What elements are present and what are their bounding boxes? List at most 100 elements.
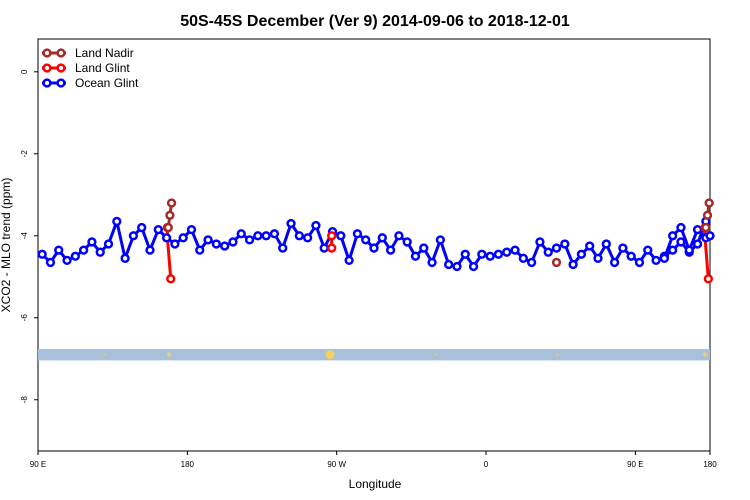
x-axis-label: Longitude: [349, 477, 402, 491]
land-nadir-seg0-point-1: [165, 210, 175, 220]
land-nadir-seg0-point-2: [163, 222, 173, 233]
land-glint-seg1-point-0: [327, 243, 337, 253]
ocean-glint-point-25: [244, 235, 255, 245]
ocean-glint-point-76: [668, 245, 678, 255]
ocean-glint-point-15: [161, 233, 172, 243]
ocean-glint-point-71: [626, 251, 636, 261]
ocean-glint-point-79: [692, 239, 703, 249]
y-tick-label-2: -4: [20, 232, 29, 240]
ocean-glint-wrap-point-4: [692, 224, 703, 235]
ocean-glint-point-66: [585, 241, 595, 251]
ocean-glint-point-72: [634, 257, 645, 268]
legend-marker-left-2: [42, 78, 52, 88]
ocean-glint-point-24: [236, 229, 246, 239]
ocean-glint-point-30: [286, 218, 296, 229]
land-nadir-seg1-point-2: [701, 222, 711, 233]
ocean-glint-point-26: [253, 231, 263, 241]
ocean-glint-point-44: [402, 237, 412, 247]
ocean-glint-point-22: [220, 241, 230, 251]
land-glint-seg0-point-1: [166, 274, 176, 284]
ocean-glint-point-77: [676, 237, 686, 247]
ocean-glint-point-57: [510, 245, 520, 255]
ocean-glint-point-74: [651, 255, 661, 266]
legend-label-0: Land Nadir: [75, 46, 134, 60]
ocean-glint-point-65: [576, 249, 587, 259]
ocean-glint-point-68: [601, 239, 611, 249]
y-axis-label: XCO2 - MLO trend (ppm): [0, 178, 13, 313]
ocean-glint-point-7: [95, 247, 105, 257]
ocean-glint-point-1: [45, 257, 56, 268]
ocean-glint-point-67: [593, 253, 603, 263]
ocean-glint-point-17: [178, 233, 188, 243]
x-tick-label-1: 180: [181, 460, 195, 469]
ocean-glint-point-55: [493, 249, 504, 259]
ocean-glint-point-60: [535, 237, 545, 247]
ocean-glint-point-36: [336, 231, 346, 241]
legend-marker-right-1: [56, 63, 66, 73]
y-tick-label-0: 0: [20, 69, 29, 74]
land-glint-seg1-point-1: [327, 231, 337, 241]
ocean-glint-point-31: [294, 231, 304, 241]
ocean-glint-point-49: [444, 259, 454, 270]
ocean-glint-point-63: [560, 239, 570, 249]
ocean-glint-point-11: [128, 231, 139, 241]
ocean-glint-point-73: [643, 245, 653, 255]
ocean-glint-point-34: [319, 243, 329, 253]
ocean-glint-point-16: [170, 239, 180, 249]
ocean-glint-wrap-point-1: [668, 231, 678, 241]
ocean-glint-point-37: [344, 255, 354, 266]
ocean-glint-point-6: [87, 237, 97, 247]
ocean-glint-point-21: [211, 239, 222, 249]
ocean-glint-point-47: [427, 257, 437, 268]
ocean-glint-point-40: [369, 243, 379, 253]
coverage-band-layer: [38, 348, 710, 361]
coverage-band: [38, 348, 710, 361]
series-layer: [37, 198, 715, 284]
ocean-glint-point-19: [195, 245, 205, 255]
chart-title: 50S-45S December (Ver 9) 2014-09-06 to 2…: [180, 13, 570, 30]
ocean-glint-point-3: [62, 255, 72, 266]
ocean-glint-wrap-point-2: [676, 222, 686, 233]
ocean-glint-point-64: [568, 259, 578, 270]
axis-ticks: 90 E 180 90 W 0 90 E 180 0 -2 -4 -6 -8: [20, 69, 717, 469]
band-marker-4: [556, 353, 559, 356]
ocean-glint-point-10: [120, 253, 130, 263]
y-tick-label-3: -6: [20, 314, 29, 322]
band-marker-2: [103, 353, 106, 356]
ocean-glint-point-18: [186, 224, 197, 235]
ocean-glint-point-50: [452, 261, 462, 272]
ocean-glint-point-69: [609, 257, 620, 268]
land-nadir-seg2-point-0: [551, 257, 562, 268]
ocean-glint-point-20: [203, 235, 213, 245]
ocean-glint-point-14: [153, 224, 163, 235]
band-marker-1: [325, 350, 335, 360]
ocean-glint-wrap-point-6: [705, 231, 715, 241]
legend-label-2: Ocean Glint: [75, 76, 139, 90]
x-tick-label-3: 0: [484, 460, 489, 469]
ocean-glint-point-56: [502, 247, 512, 257]
y-tick-label-4: -8: [20, 396, 29, 404]
ocean-glint-point-58: [518, 253, 528, 263]
land-glint-seg2-point-1: [703, 274, 713, 284]
ocean-glint-point-41: [377, 233, 387, 243]
ocean-glint-point-12: [137, 222, 147, 233]
legend-marker-left-1: [42, 63, 52, 73]
band-marker-5: [703, 352, 708, 357]
ocean-glint-point-51: [460, 249, 470, 259]
x-tick-label-4: 90 E: [627, 460, 643, 469]
ocean-glint-point-70: [618, 243, 628, 253]
band-marker-0: [167, 352, 172, 357]
ocean-glint-point-61: [543, 247, 553, 257]
legend-marker-right-0: [56, 48, 66, 58]
ocean-glint-point-62: [551, 243, 562, 253]
ocean-glint-point-0: [37, 249, 47, 259]
ocean-glint-wrap-point-0: [659, 253, 670, 263]
ocean-glint-point-9: [112, 216, 122, 227]
ocean-glint-point-27: [261, 231, 271, 241]
ocean-glint-wrap-point-3: [684, 245, 694, 255]
ocean-glint-point-32: [302, 233, 313, 243]
ocean-glint-point-45: [410, 251, 421, 261]
ocean-glint-point-46: [419, 243, 429, 253]
